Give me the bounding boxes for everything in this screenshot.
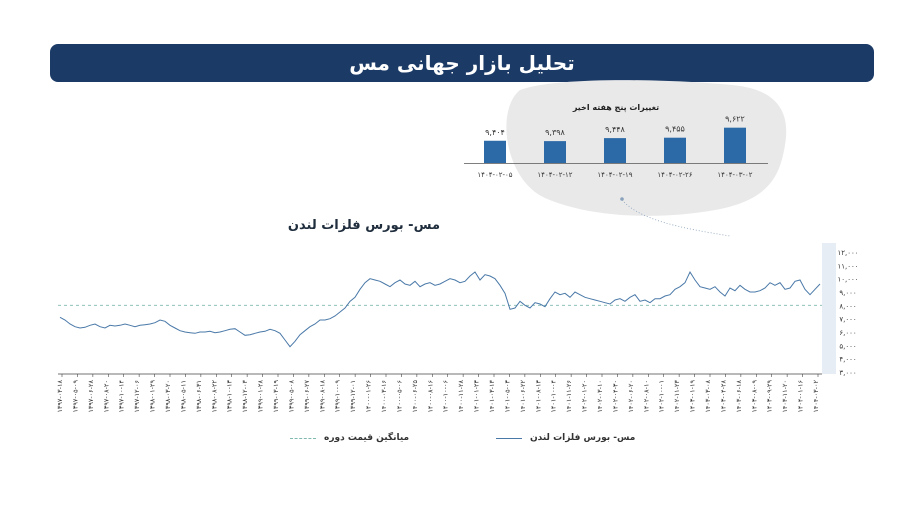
x-tick-label: ۱۳۹۷-۰۸-۲۰ [102,380,110,413]
weekly-bar [544,141,566,163]
x-tick-label: ۱۴۰۴-۰۱-۱۶ [797,380,805,413]
y-tick-label: ۳,۰۰۰ [839,369,856,377]
x-tick-label: ۱۴۰۱-۰۸-۱۳ [534,379,542,412]
x-tick-label: ۱۴۰۱-۰۵-۰۳ [503,379,511,412]
x-tick-label: ۱۴۰۲-۱۱-۲۳ [673,379,681,412]
x-tick-label: ۱۴۰۳-۰۸-۰۹ [750,379,758,412]
x-tick-label: ۱۳۹۹-۰۶-۲۷ [303,379,311,412]
legend-swatch-average [290,437,316,439]
x-tick-label: ۱۴۰۳-۰۴-۲۸ [719,379,727,412]
weekly-bar-value: ۹,۴۴۸ [605,125,625,134]
y-tick-label: ۹,۰۰۰ [839,289,856,297]
weekly-bar-value: ۹,۴۰۴ [485,128,505,137]
x-tick-label: ۱۳۹۷-۰۵-۰۹ [71,379,79,412]
x-tick-label: ۱۴۰۴-۰۳-۰۲ [812,379,820,412]
weekly-bar [484,140,506,163]
y-axis-band [822,243,836,374]
weekly-bar [724,127,746,163]
weekly-bar-date: ۱۴۰۴-۰۲-۱۹ [597,171,632,179]
weekly-bar-date: ۱۴۰۴-۰۲-۱۲ [537,171,572,179]
weekly-bar-date: ۱۴۰۴-۰۲-۰۵ [477,171,512,179]
weekly-title: تغییرات پنج هفته اخیر [572,103,659,112]
x-tick-label: ۱۴۰۱-۱۰-۰۴ [550,379,558,412]
weekly-bar-value: ۹,۶۲۲ [725,115,745,124]
x-tick-label: ۱۳۹۸-۱۲-۰۳ [241,379,249,412]
x-tick-label: ۱۴۰۰-۰۸-۱۶ [426,380,434,413]
x-tick-label: ۱۴۰۲-۰۴-۳۰ [611,380,619,413]
connector-dot [620,197,624,201]
y-tick-label: ۶,۰۰۰ [839,329,856,337]
x-tick-label: ۱۳۹۹-۰۱-۲۸ [257,379,265,412]
x-tick-label: ۱۳۹۷-۰۳-۱۸ [56,379,64,412]
x-tick-label: ۱۴۰۲-۰۶-۲۰ [627,380,635,413]
x-tick-label: ۱۳۹۹-۰۳-۱۹ [272,379,280,412]
y-tick-label: ۱۲,۰۰۰ [837,249,858,257]
chart-title: مس- بورس فلزات لندن [287,218,440,233]
connector-line [621,199,731,237]
x-tick-label: ۱۴۰۱-۰۱-۲۳ [473,379,481,412]
x-tick-label: ۱۴۰۰-۰۵-۰۶ [395,380,403,413]
page-title: تحلیل بازار جهانی مس [349,51,575,75]
x-tick-label: ۱۳۹۸-۱۰-۱۳ [226,379,234,412]
y-tick-label: ۵,۰۰۰ [839,342,856,350]
y-tick-label: ۷,۰۰۰ [839,316,856,324]
weekly-bar [604,138,626,163]
x-tick-label: ۱۳۹۸-۰۶-۳۱ [195,380,203,413]
x-tick-label: ۱۴۰۱-۰۶-۲۲ [519,379,527,412]
x-tick-label: ۱۳۹۷-۱۲-۰۶ [133,380,141,413]
y-tick-label: ۸,۰۰۰ [839,302,856,310]
legend-label-series: مس- بورس فلزات لندن [530,433,636,443]
x-tick-label: ۱۴۰۳-۱۱-۲۰ [781,380,789,413]
x-tick-label: ۱۳۹۹-۰۸-۱۸ [318,379,326,412]
x-tick-label: ۱۴۰۳-۰۹-۲۹ [766,379,774,412]
x-tick-label: ۱۳۹۸-۰۱-۲۹ [149,379,157,412]
x-tick-label: ۱۴۰۰-۰۶-۲۵ [411,379,419,412]
x-tick-label: ۱۳۹۸-۰۸-۲۲ [210,379,218,412]
x-tick-label: ۱۴۰۰-۰۱-۲۶ [365,380,373,413]
x-tick-label: ۱۴۰۱-۱۱-۲۶ [565,380,573,413]
weekly-panel-blob [506,80,787,216]
legend-label-average: میانگین قیمت دوره [324,433,410,443]
x-tick-label: ۱۳۹۹-۱۲-۰۱ [349,380,357,413]
x-tick-label: ۱۴۰۲-۱۰-۰۱ [658,380,666,413]
x-tick-label: ۱۳۹۹-۰۵-۰۸ [287,379,295,412]
weekly-bar [664,137,686,163]
weekly-bar-date: ۱۴۰۴-۰۲-۲۶ [657,171,692,179]
x-tick-label: ۱۴۰۱-۰۳-۱۳ [488,379,496,412]
series-line-lme-copper [59,270,821,348]
x-tick-label: ۱۴۰۰-۱۱-۲۸ [457,379,465,412]
x-tick-label: ۱۴۰۲-۰۳-۱۰ [596,380,604,413]
page-header: تحلیل بازار جهانی مس [50,44,874,82]
x-tick-label: ۱۳۹۷-۱۰-۱۴ [118,379,126,412]
x-tick-label: ۱۳۹۸-۰۵-۱۱ [179,380,187,413]
legend-swatch-series [496,437,522,439]
y-tick-label: ۱۰,۰۰۰ [837,276,858,284]
x-tick-label: ۱۴۰۳-۰۳-۰۸ [704,379,712,412]
weekly-bar-value: ۹,۳۹۸ [545,128,565,137]
x-tick-label: ۱۴۰۲-۰۱-۲۰ [581,380,589,413]
x-tick-label: ۱۴۰۳-۰۶-۱۸ [735,379,743,412]
weekly-bar-value: ۹,۴۵۵ [665,125,685,134]
x-tick-label: ۱۳۹۷-۰۶-۲۸ [87,379,95,412]
x-tick-label: ۱۳۹۹-۱۰-۰۹ [334,379,342,412]
weekly-bar-date: ۱۴۰۴-۰۳-۰۲ [717,171,752,179]
legend-item-average: میانگین قیمت دوره [290,430,409,446]
x-tick-label: ۱۳۹۸-۰۳-۲۰ [164,380,172,413]
y-tick-label: ۱۱,۰۰۰ [837,262,858,270]
legend-item-series: مس- بورس فلزات لندن [496,430,635,446]
x-tick-label: ۱۴۰۳-۰۱-۱۹ [689,379,697,412]
x-tick-label: ۱۴۰۰-۱۰-۰۶ [442,380,450,413]
y-tick-label: ۴,۰۰۰ [839,356,856,364]
x-tick-label: ۱۴۰۲-۰۸-۱۰ [642,380,650,413]
x-tick-label: ۱۴۰۰-۰۳-۱۶ [380,380,388,413]
